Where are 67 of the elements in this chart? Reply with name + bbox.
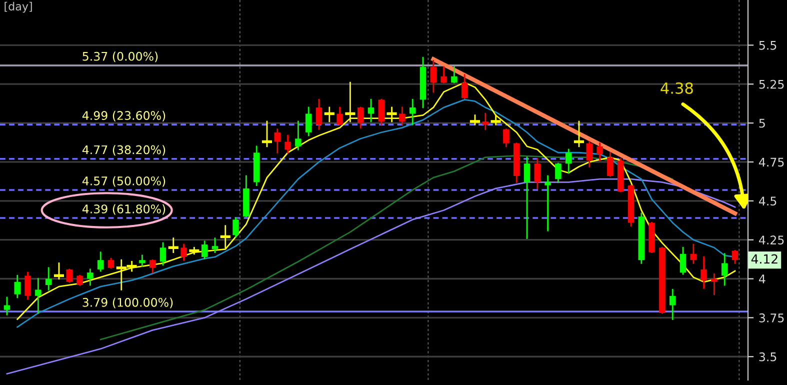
ref-line-label: 3.79 (100.00%): [82, 298, 173, 308]
y-tick-label: 5.25: [759, 80, 784, 89]
candlestick: [607, 152, 614, 177]
ref-line-label: 4.77 (38.20%): [82, 145, 166, 156]
candlestick: [4, 296, 10, 316]
candlestick: [180, 244, 187, 261]
candlestick: [503, 128, 510, 148]
candlestick: [274, 128, 280, 154]
candlestick: [732, 250, 738, 264]
candlestick: [232, 217, 239, 238]
candlestick: [139, 254, 146, 268]
candlestick: [160, 242, 166, 266]
candlestick: [316, 98, 322, 130]
ref-line-label: 5.37 (0.00%): [82, 52, 158, 62]
candlestick: [368, 98, 374, 122]
candlestick: [451, 66, 458, 84]
candlestick: [295, 120, 302, 150]
candlestick: [669, 288, 676, 320]
candlestick: [555, 162, 562, 183]
candlestick: [680, 246, 686, 275]
y-tick-label: 5: [759, 118, 765, 128]
candlestick: [721, 253, 728, 286]
candlestick: [565, 148, 572, 174]
y-tick-label: 3.5: [759, 352, 776, 362]
candlestick: [461, 74, 468, 99]
candlestick: [399, 106, 406, 126]
chart-title: [day]: [4, 2, 32, 13]
y-tick-label: 4.5: [758, 196, 776, 206]
candlestick: [596, 142, 603, 162]
candlestick: [357, 106, 364, 128]
candlestick: [440, 66, 447, 84]
candlestick: [97, 252, 104, 272]
candlestick: [700, 256, 707, 289]
candlestick: [482, 112, 489, 130]
candlestick: [35, 278, 42, 314]
y-tick-label: 4: [758, 274, 766, 284]
y-tick-label: 3.75: [759, 313, 784, 322]
candlestick: [149, 259, 156, 274]
annotation: 4.12: [751, 254, 778, 264]
candlestick: [87, 268, 94, 286]
y-tick-label: 4.75: [758, 158, 784, 167]
candlestick: [14, 274, 20, 298]
candlestick: [544, 175, 551, 232]
ref-line-label: 4.57 (50.00%): [82, 176, 166, 187]
candlestick: [305, 106, 312, 136]
candlestick: [284, 134, 291, 154]
candlestick: [108, 258, 114, 269]
candlestick: [378, 98, 385, 126]
candlestick: [45, 267, 52, 290]
candlestick: [524, 156, 530, 239]
candlestick: [212, 238, 218, 253]
y-tick-label: 4.25: [758, 236, 784, 244]
candlestick: [24, 272, 31, 300]
candlestick: [336, 106, 343, 126]
candlestick: [711, 273, 718, 296]
candlestick: [66, 268, 72, 283]
ref-line-label: 4.39 (61.80%): [82, 204, 166, 215]
candlestick: [586, 141, 593, 168]
candlestick: [690, 244, 697, 264]
ref-line-label: 4.99 (23.60%): [82, 110, 166, 122]
y-tick-label: 5.5: [759, 41, 776, 50]
annotation: 4.38: [660, 82, 693, 94]
candlestick: [201, 240, 208, 260]
candlestick: [409, 98, 416, 126]
candlestick: [76, 274, 83, 286]
candlestick: [430, 60, 437, 93]
candlestick: [534, 158, 541, 190]
